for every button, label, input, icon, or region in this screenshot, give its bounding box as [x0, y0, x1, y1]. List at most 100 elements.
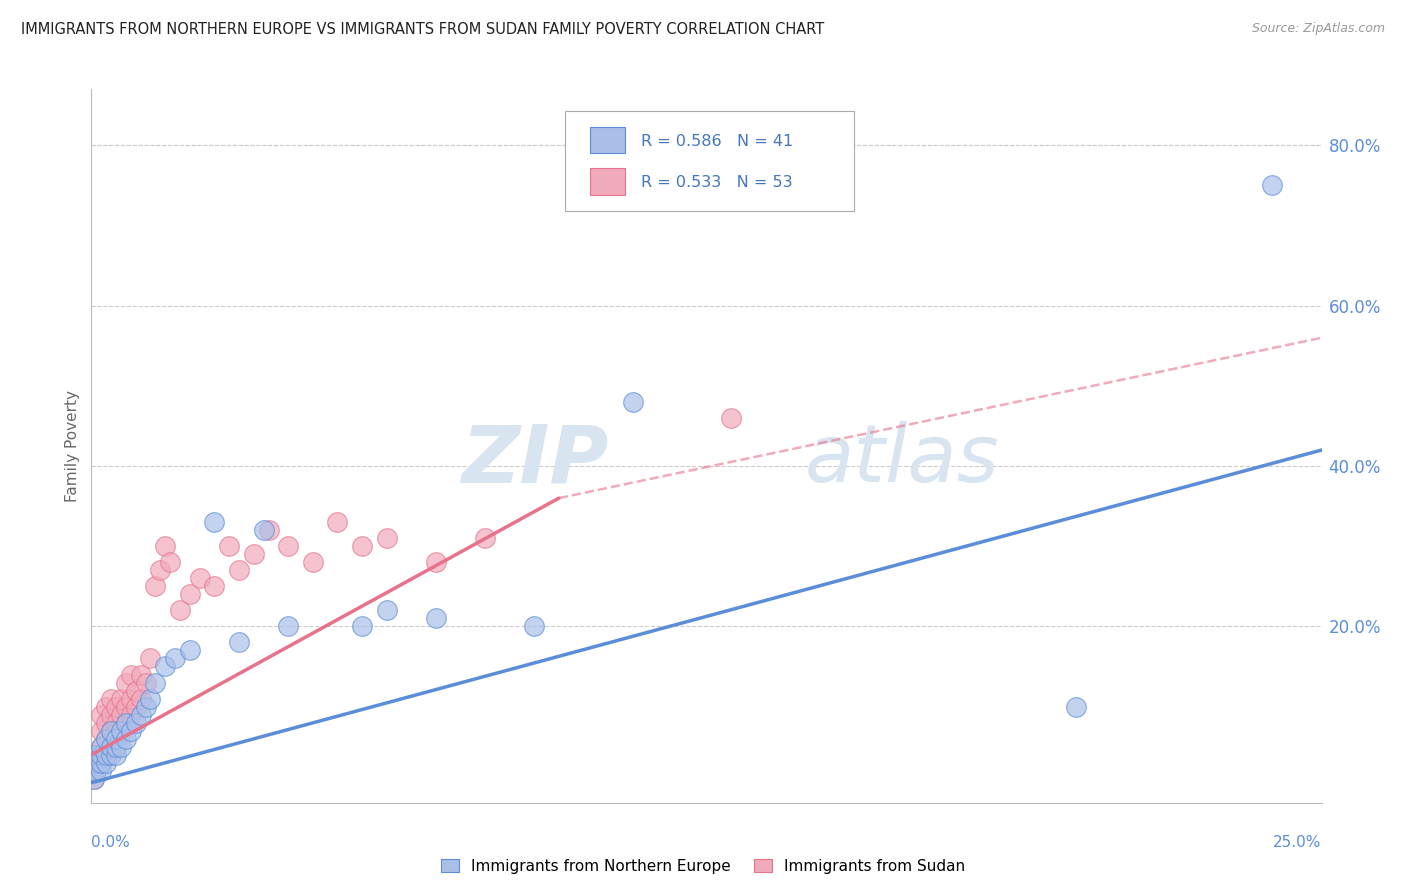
Point — [96, 699, 117, 714]
Point — [124, 715, 146, 730]
Text: atlas: atlas — [804, 421, 1000, 500]
Point — [100, 723, 122, 738]
Point — [100, 723, 122, 738]
Point — [159, 555, 181, 569]
Point — [301, 555, 323, 569]
Point — [120, 667, 142, 681]
Point — [114, 699, 138, 714]
Text: ZIP: ZIP — [461, 421, 607, 500]
Point — [105, 739, 127, 754]
Point — [100, 747, 122, 762]
Point — [83, 772, 105, 786]
Point — [105, 715, 127, 730]
Point — [86, 747, 108, 762]
Point — [120, 723, 142, 738]
Point — [326, 515, 349, 529]
Point — [139, 691, 162, 706]
Point — [90, 707, 112, 722]
Point — [228, 635, 250, 649]
Point — [163, 651, 186, 665]
Point — [105, 747, 127, 762]
Point — [523, 619, 546, 633]
Point — [90, 756, 112, 770]
Point — [90, 764, 112, 778]
Point — [277, 539, 299, 553]
FancyBboxPatch shape — [565, 111, 853, 211]
Point — [179, 587, 201, 601]
Point — [179, 643, 201, 657]
Point — [86, 764, 108, 778]
Text: IMMIGRANTS FROM NORTHERN EUROPE VS IMMIGRANTS FROM SUDAN FAMILY POVERTY CORRELAT: IMMIGRANTS FROM NORTHERN EUROPE VS IMMIG… — [21, 22, 824, 37]
Point — [105, 731, 127, 746]
Point — [277, 619, 299, 633]
Point — [96, 747, 117, 762]
Point — [129, 667, 152, 681]
Point — [425, 611, 447, 625]
Point — [145, 675, 166, 690]
Point — [110, 691, 132, 706]
Point — [90, 756, 112, 770]
Point — [149, 563, 172, 577]
Point — [621, 395, 644, 409]
Point — [135, 699, 156, 714]
Point — [114, 731, 138, 746]
Point — [129, 707, 152, 722]
Point — [124, 683, 146, 698]
Point — [96, 756, 117, 770]
Point — [120, 691, 142, 706]
Point — [1261, 178, 1284, 193]
Point — [86, 764, 108, 778]
Point — [202, 579, 225, 593]
Point — [153, 659, 177, 673]
Point — [352, 619, 374, 633]
Point — [425, 555, 447, 569]
Legend: Immigrants from Northern Europe, Immigrants from Sudan: Immigrants from Northern Europe, Immigra… — [434, 853, 972, 880]
Point — [90, 739, 112, 754]
Point — [153, 539, 177, 553]
Point — [474, 531, 496, 545]
Point — [110, 739, 132, 754]
Point — [375, 603, 398, 617]
Point — [90, 747, 112, 762]
Text: Source: ZipAtlas.com: Source: ZipAtlas.com — [1251, 22, 1385, 36]
Y-axis label: Family Poverty: Family Poverty — [65, 390, 80, 502]
Point — [83, 772, 105, 786]
Point — [100, 739, 122, 754]
Point — [110, 707, 132, 722]
Point — [90, 723, 112, 738]
Point — [253, 523, 276, 537]
Point — [228, 563, 250, 577]
Text: 25.0%: 25.0% — [1274, 836, 1322, 850]
Point — [86, 756, 108, 770]
FancyBboxPatch shape — [589, 128, 626, 153]
Point — [110, 723, 132, 738]
FancyBboxPatch shape — [589, 169, 626, 194]
Point — [129, 691, 152, 706]
Point — [114, 715, 138, 730]
Point — [375, 531, 398, 545]
Point — [96, 715, 117, 730]
Point — [110, 723, 132, 738]
Point — [145, 579, 166, 593]
Point — [1064, 699, 1087, 714]
Point — [96, 731, 117, 746]
Point — [105, 699, 127, 714]
Point — [135, 675, 156, 690]
Text: R = 0.586   N = 41: R = 0.586 N = 41 — [641, 134, 793, 149]
Point — [100, 739, 122, 754]
Point — [100, 707, 122, 722]
Text: R = 0.533   N = 53: R = 0.533 N = 53 — [641, 175, 793, 190]
Point — [96, 731, 117, 746]
Point — [242, 547, 264, 561]
Point — [139, 651, 162, 665]
Point — [96, 747, 117, 762]
Point — [105, 731, 127, 746]
Point — [86, 747, 108, 762]
Point — [352, 539, 374, 553]
Point — [257, 523, 280, 537]
Point — [188, 571, 211, 585]
Point — [218, 539, 240, 553]
Point — [124, 699, 146, 714]
Point — [114, 715, 138, 730]
Point — [114, 675, 138, 690]
